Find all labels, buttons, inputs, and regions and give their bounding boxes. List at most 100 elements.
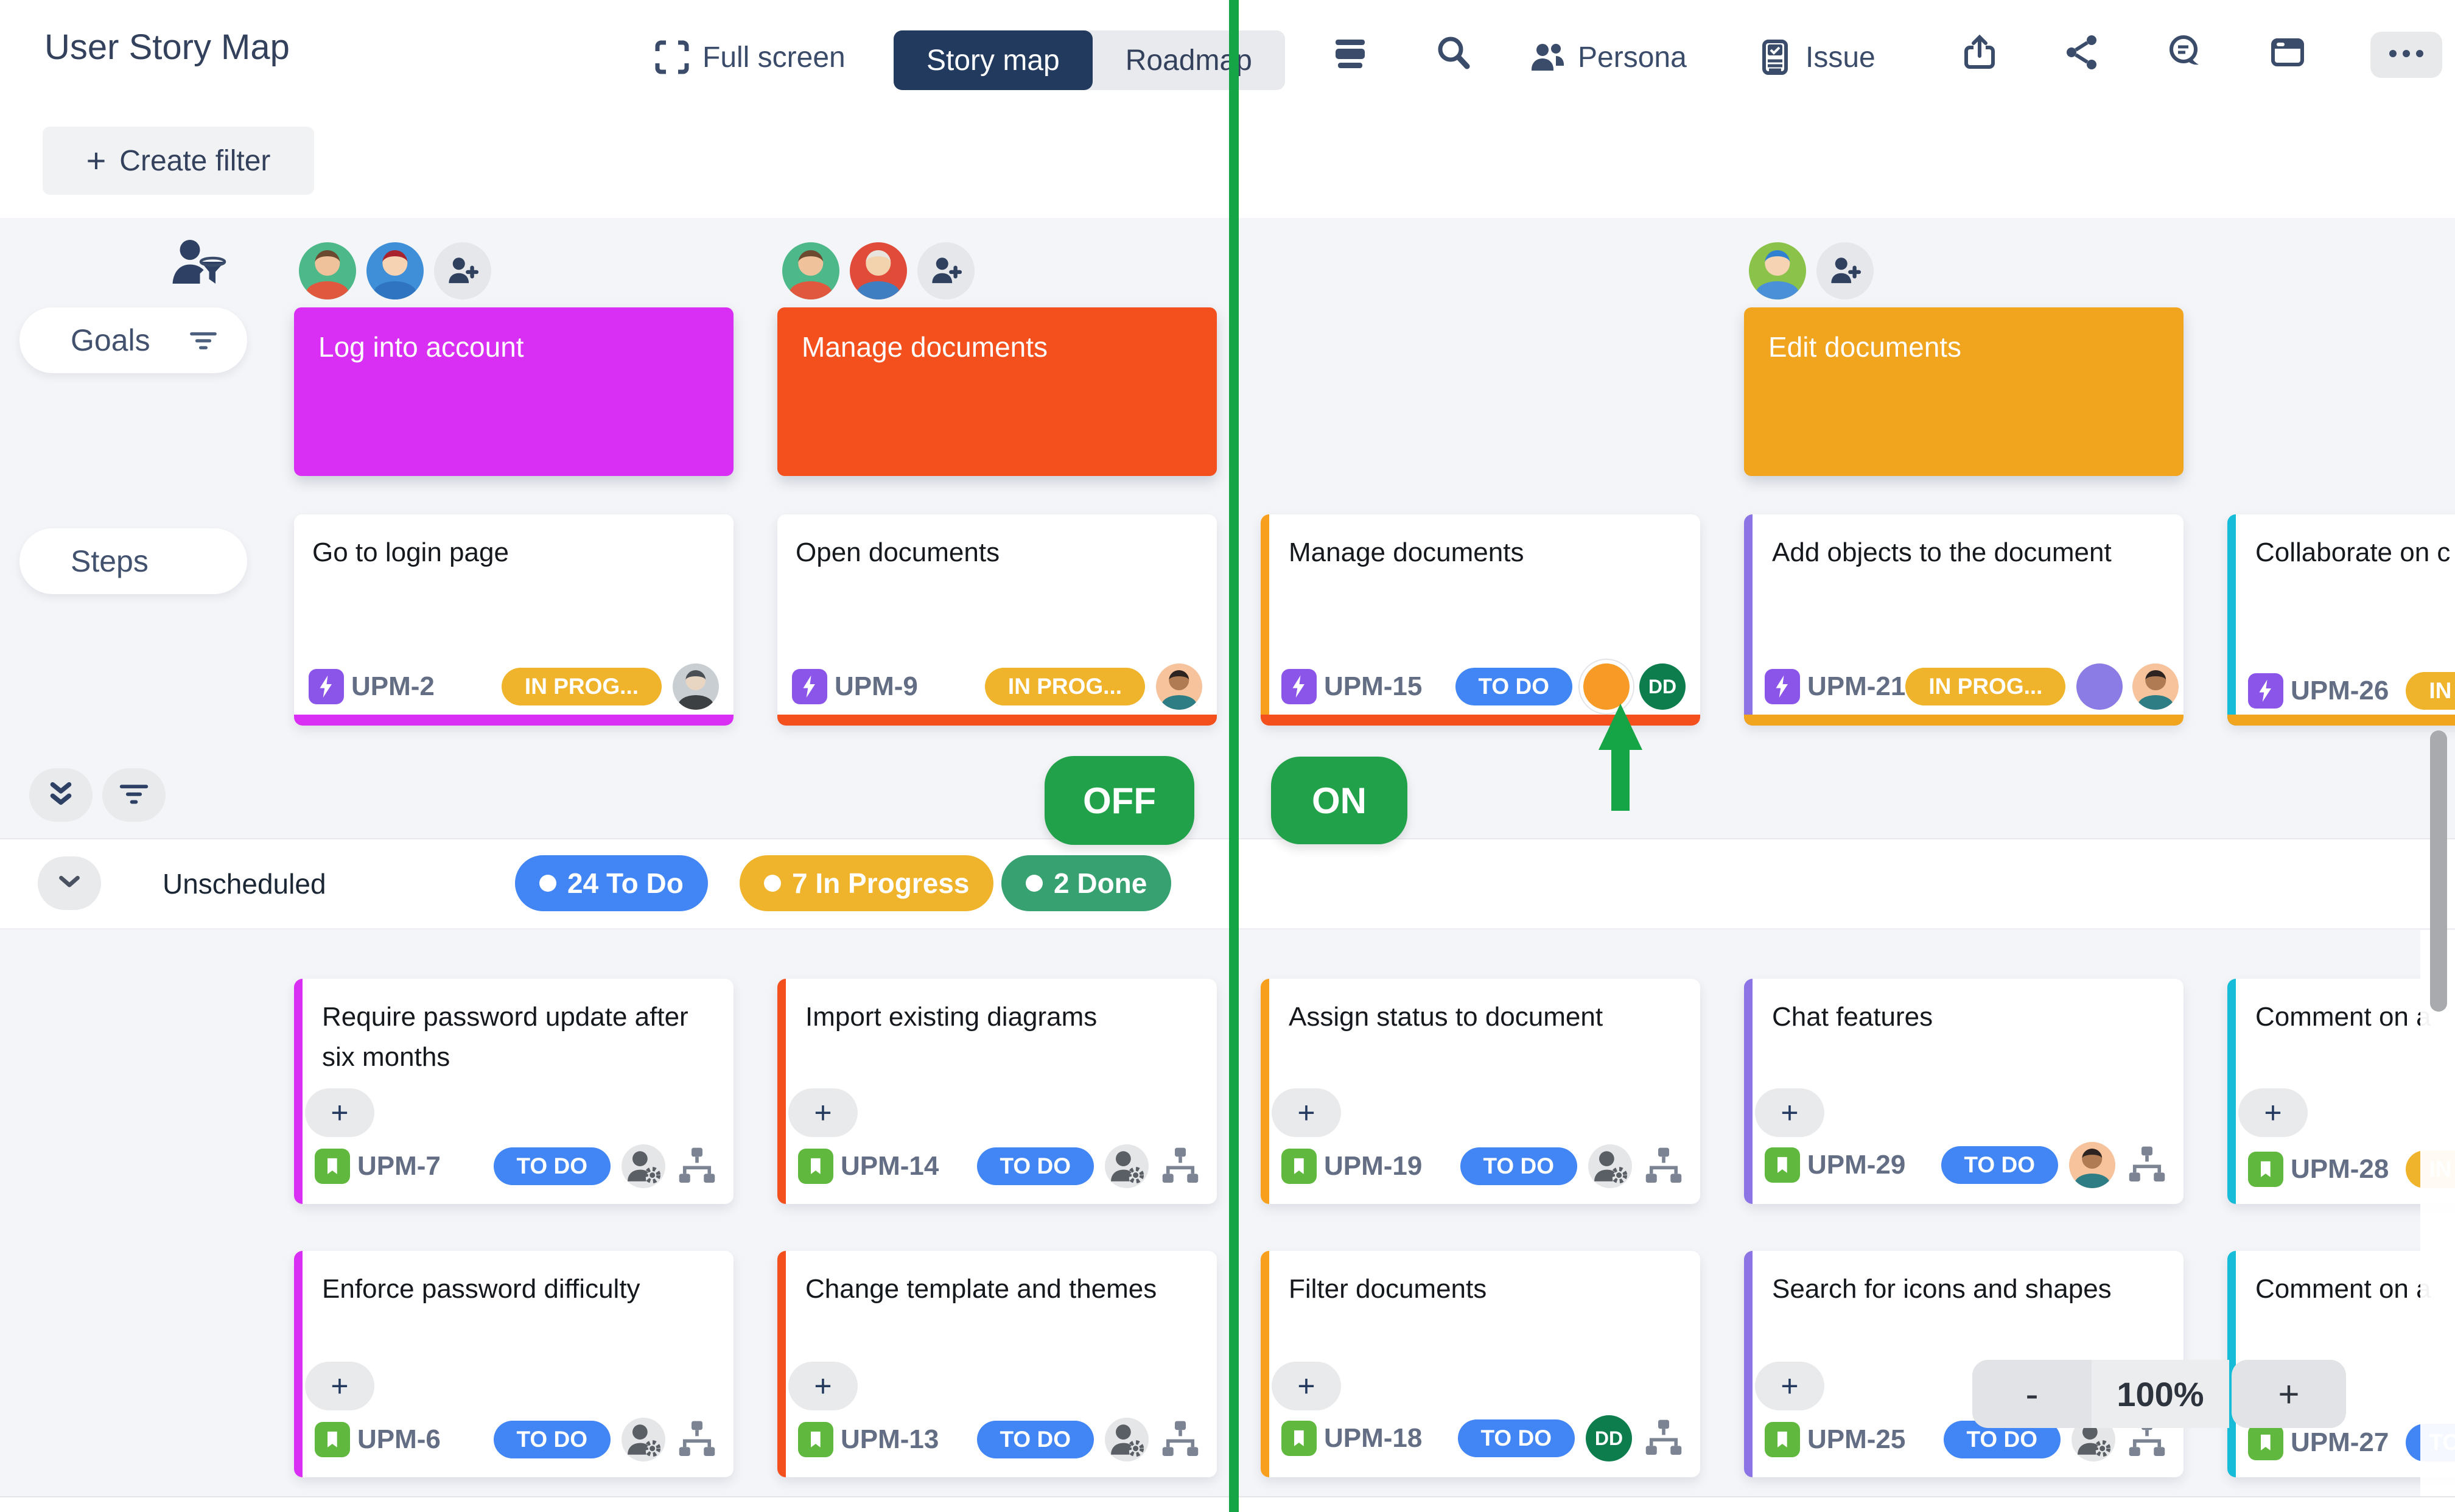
status-count-badge[interactable]: 2 Done [1001,855,1172,911]
assignee-icon[interactable] [1105,1418,1149,1461]
step-card[interactable]: Open documents UPM-9 IN PROG... [777,514,1217,726]
add-child-button[interactable]: + [1755,1088,1824,1137]
off-button[interactable]: OFF [1045,756,1194,845]
avatar-man-peach[interactable] [2069,1142,2115,1188]
step-card[interactable]: Collaborate on c UPM-26 IN PROG... [2227,514,2455,726]
hierarchy-icon[interactable] [675,1144,719,1188]
persona-filter-icon[interactable] [168,236,226,295]
avatar-woman-cap-green[interactable] [1749,242,1806,299]
hierarchy-icon[interactable] [1158,1144,1202,1188]
avatar-man-green[interactable] [299,242,356,299]
status-badge[interactable]: TO DO [493,1421,611,1458]
add-child-button[interactable]: + [2238,1088,2308,1137]
avatar-man-peach[interactable] [1156,663,1202,710]
issue-button[interactable]: Issue [1756,38,1875,77]
status-badge[interactable]: IN PROG... [2406,672,2455,710]
status-dot[interactable] [2076,663,2123,710]
search-icon[interactable] [1434,33,1473,72]
avatar-man-peach[interactable] [2132,663,2179,710]
create-filter-button[interactable]: + Create filter [43,127,314,195]
row-label-goals[interactable]: Goals [19,307,247,373]
add-child-button[interactable]: + [788,1088,858,1137]
status-badge[interactable]: TO DO [976,1147,1094,1185]
hierarchy-icon[interactable] [1158,1418,1202,1461]
story-card[interactable]: Comment on a+UPM-28IN PROG... [2227,979,2455,1204]
add-child-button[interactable]: + [788,1362,858,1410]
row-label-steps[interactable]: Steps [19,528,247,594]
bookmark-icon [1281,1149,1317,1184]
step-card[interactable]: Manage documents UPM-15 TO DO DD [1261,514,1700,726]
assignee-icon[interactable] [622,1418,665,1461]
add-child-button[interactable]: + [1755,1362,1824,1410]
status-badge[interactable]: TO DO [1455,668,1572,705]
status-badge[interactable]: TO DO [1941,1146,2058,1184]
status-dot[interactable] [1583,663,1630,710]
collapse-section-button[interactable] [38,856,101,910]
add-child-button[interactable]: + [1272,1088,1341,1137]
step-card[interactable]: Add objects to the document UPM-21 IN PROG… [1744,514,2184,726]
story-card[interactable]: Assign status to document + UPM-19 TO DO [1261,979,1700,1204]
tab-roadmap[interactable]: Roadmap [1125,44,1252,77]
export-icon[interactable] [1960,33,1999,72]
add-assignee-button[interactable] [434,242,491,299]
status-badge[interactable]: IN PROG... [501,668,662,705]
fullscreen-icon [653,38,692,77]
status-count-badge[interactable]: 24 To Do [515,855,708,911]
step-card[interactable]: Go to login page UPM-2 IN PROG... [294,514,734,726]
filter-icon[interactable] [186,323,220,357]
avatar-woman-blue[interactable] [366,242,424,299]
status-badge[interactable]: TO DO [1460,1147,1577,1185]
avatar-initials[interactable]: DD [1639,663,1686,710]
top-bar: User Story Map Full screen Story map Roa… [0,0,2455,218]
assignee-icon[interactable] [622,1144,665,1188]
card-footer: UPM-13 TO DO [777,1418,1217,1461]
add-child-button[interactable]: + [1272,1362,1341,1410]
rows-icon[interactable] [1331,34,1370,73]
story-card[interactable]: Import existing diagrams + UPM-14 TO DO [777,979,1217,1204]
scrollbar-thumb[interactable] [2430,730,2447,1012]
avatar-photo-man[interactable] [673,663,719,710]
issue-key: UPM-9 [835,671,918,701]
status-badge[interactable]: TO DO [1457,1419,1575,1457]
collapse-all-button[interactable] [29,768,93,822]
persona-button[interactable]: Persona [1528,38,1687,77]
add-child-button[interactable]: + [305,1088,374,1137]
card-title: Search for icons and shapes [1772,1274,2112,1304]
add-child-button[interactable]: + [305,1362,374,1410]
hierarchy-icon[interactable] [2125,1143,2169,1187]
status-badge[interactable]: IN PROG... [1905,668,2066,705]
status-badge[interactable]: IN PROG... [984,668,1145,705]
card-title: Chat features [1772,1002,1933,1032]
assignee-icon[interactable] [1588,1144,1632,1188]
story-card[interactable]: Chat features + UPM-29 TO DO [1744,979,2184,1204]
avatar-initials[interactable]: DD [1586,1415,1632,1461]
zoom-in-button[interactable]: + [2232,1360,2346,1428]
story-card[interactable]: Require password update after six months… [294,979,734,1204]
zoom-out-button[interactable]: - [1972,1360,2092,1428]
hierarchy-icon[interactable] [1642,1416,1686,1460]
more-button[interactable] [2370,32,2442,78]
on-button[interactable]: ON [1271,757,1407,844]
status-badge[interactable]: TO DO [976,1421,1094,1458]
share-icon[interactable] [2064,33,2103,72]
add-assignee-button[interactable] [1816,242,1874,299]
story-card[interactable]: Change template and themes + UPM-13 TO DO [777,1251,1217,1477]
goal-card[interactable]: Log into account [294,307,734,476]
avatar-man-green[interactable] [782,242,839,299]
full-screen-button[interactable]: Full screen [653,38,846,77]
story-card[interactable]: Enforce password difficulty + UPM-6 TO DO [294,1251,734,1477]
goal-card[interactable]: Manage documents [777,307,1217,476]
hierarchy-icon[interactable] [1642,1144,1686,1188]
board-filter-button[interactable] [102,768,166,822]
goal-card[interactable]: Edit documents [1744,307,2184,476]
tab-story-map[interactable]: Story map [894,30,1093,90]
status-badge[interactable]: TO DO [493,1147,611,1185]
status-count-badge[interactable]: 7 In Progress [740,855,994,911]
comment-icon[interactable] [2166,33,2205,72]
add-assignee-button[interactable] [917,242,975,299]
board-icon[interactable] [2268,33,2307,72]
hierarchy-icon[interactable] [675,1418,719,1461]
assignee-icon[interactable] [1105,1144,1149,1188]
avatar-oldman-red[interactable] [850,242,907,299]
story-card[interactable]: Filter documents + UPM-18 TO DO DD [1261,1251,1700,1477]
